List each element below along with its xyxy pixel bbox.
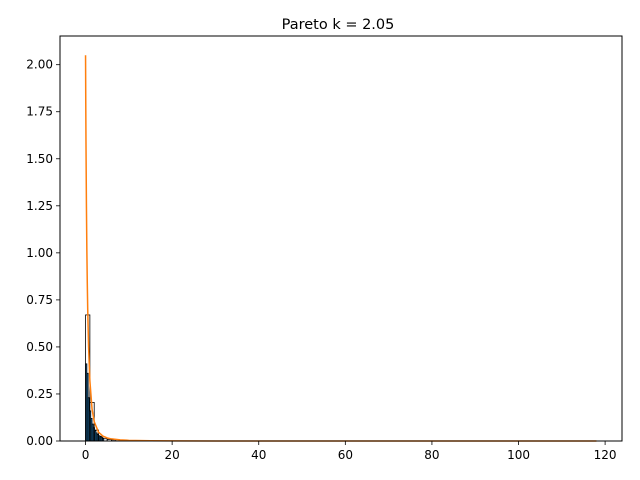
histogram-bars [85,314,117,442]
x-tick-label: 40 [251,448,266,462]
x-tick-label: 0 [82,448,90,462]
y-tick-label: 0.75 [26,293,53,307]
y-axis: 0.00 0.25 0.50 0.75 1.00 1.25 1.50 1.75 2.00 [26,58,60,448]
plot-frame [59,35,623,442]
x-tick-label: 60 [338,448,353,462]
y-tick-label: 0.00 [26,434,53,448]
x-axis: 0 20 40 60 80 100 120 [82,441,617,462]
y-tick-label: 1.75 [26,105,53,119]
density-line [84,55,597,442]
y-tick-label: 1.50 [26,152,53,166]
x-tick-label: 120 [594,448,617,462]
x-tick-label: 80 [424,448,439,462]
chart-title: Pareto k = 2.05 [282,17,395,33]
y-tick-label: 1.25 [26,199,53,213]
y-tick-label: 0.25 [26,387,53,401]
x-tick-label: 20 [164,448,179,462]
y-tick-label: 0.50 [26,340,53,354]
x-tick-label: 100 [507,448,530,462]
density-line-layer [84,55,597,442]
y-tick-label: 1.00 [26,246,53,260]
y-tick-label: 2.00 [26,58,53,72]
